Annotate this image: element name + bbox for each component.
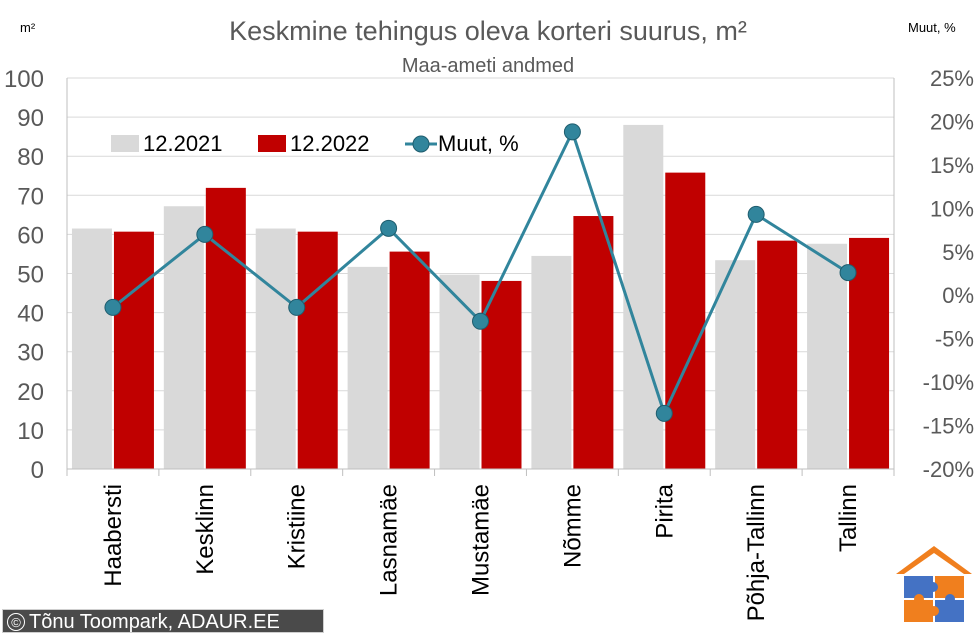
axes xyxy=(66,78,895,476)
category-label-8: Tallinn xyxy=(835,484,862,552)
left-tick-label-30: 30 xyxy=(17,340,44,367)
legend-label-change: Muut, % xyxy=(438,131,519,156)
right-axis-unit: Muut, % xyxy=(908,20,956,35)
adaur-house-puzzle-logo xyxy=(896,546,972,622)
bar-2021-1 xyxy=(163,206,204,470)
right-tick-label-7: 15% xyxy=(930,153,974,178)
change-point-2 xyxy=(288,298,306,316)
change-point-0 xyxy=(104,298,122,316)
legend-swatch-change-marker xyxy=(412,135,430,153)
category-label-4: Mustamäe xyxy=(468,484,495,596)
left-tick-label-90: 90 xyxy=(17,105,44,132)
change-point-8 xyxy=(839,264,857,282)
left-tick-label-80: 80 xyxy=(17,144,44,171)
bar-2021-4 xyxy=(439,274,480,469)
bar-2022-7 xyxy=(757,240,798,469)
left-tick-label-70: 70 xyxy=(17,183,44,210)
left-tick-label-50: 50 xyxy=(17,262,44,289)
right-tick-label-3: -5% xyxy=(935,327,974,352)
credit-text: Tõnu Toompark, ADAUR.EE xyxy=(29,611,280,633)
legend-label-2022: 12.2022 xyxy=(290,131,370,156)
category-label-2: Kristiine xyxy=(284,484,311,569)
left-tick-label-10: 10 xyxy=(17,418,44,445)
change-point-4 xyxy=(472,312,489,330)
chart-title: Keskmine tehingus oleva korteri suurus, … xyxy=(229,16,747,46)
bar-2022-2 xyxy=(297,231,338,469)
bar-2022-5 xyxy=(573,216,614,469)
legend-label-2021: 12.2021 xyxy=(143,131,223,156)
change-point-5 xyxy=(563,123,581,141)
bar-2021-8 xyxy=(807,243,848,469)
bar-2022-3 xyxy=(389,251,430,469)
category-label-6: Pirita xyxy=(651,483,678,538)
right-tick-label-6: 10% xyxy=(930,196,974,221)
left-tick-label-0: 0 xyxy=(31,457,44,484)
bars xyxy=(71,124,890,470)
bar-2021-7 xyxy=(715,260,756,469)
category-label-1: Kesklinn xyxy=(192,484,219,575)
category-labels: Haabersti Kesklinn Kristiine Lasnamäe Mustam… xyxy=(100,483,862,621)
category-label-7: Põhja-Tallinn xyxy=(743,484,770,621)
change-line xyxy=(104,123,857,422)
bar-2022-4 xyxy=(481,280,522,469)
change-point-6 xyxy=(655,404,673,422)
copyright-icon: © xyxy=(7,613,25,631)
chart-subtitle: Maa-ameti andmed xyxy=(402,55,574,77)
category-label-5: Nõmme xyxy=(559,484,586,568)
left-tick-label-40: 40 xyxy=(17,301,44,328)
bar-2022-0 xyxy=(113,231,154,469)
bar-2022-8 xyxy=(849,237,890,469)
right-tick-label-5: 5% xyxy=(942,240,974,265)
bar-2021-5 xyxy=(531,255,572,469)
left-tick-label-60: 60 xyxy=(17,222,44,249)
right-tick-label-0: -20% xyxy=(923,457,974,482)
right-tick-label-9: 25% xyxy=(930,66,974,91)
tick-labels: 0 10 20 30 40 50 60 70 80 90 100 -20% -15% -10% -5% 0% 5… xyxy=(4,66,974,484)
bar-2022-6 xyxy=(665,172,706,469)
right-tick-label-8: 20% xyxy=(930,109,974,134)
credit-label: © Tõnu Toompark, ADAUR.EE xyxy=(2,609,324,633)
left-tick-label-20: 20 xyxy=(17,379,44,406)
legend-swatch-2022 xyxy=(258,135,286,152)
bar-2021-3 xyxy=(347,266,388,469)
right-tick-label-2: -10% xyxy=(923,370,974,395)
category-label-0: Haabersti xyxy=(100,484,127,587)
bar-2021-0 xyxy=(71,228,112,469)
left-tick-label-100: 100 xyxy=(4,66,44,93)
change-point-7 xyxy=(747,205,765,223)
category-label-3: Lasnamäe xyxy=(376,484,403,596)
legend: 12.2021 12.2022 Muut, % xyxy=(111,131,519,156)
legend-swatch-2021 xyxy=(111,135,139,152)
left-axis-unit: m² xyxy=(20,20,36,35)
bar-2021-2 xyxy=(255,228,296,469)
right-tick-label-1: -15% xyxy=(923,414,974,439)
right-tick-label-4: 0% xyxy=(942,283,974,308)
change-point-1 xyxy=(196,225,214,243)
change-point-3 xyxy=(380,219,398,237)
